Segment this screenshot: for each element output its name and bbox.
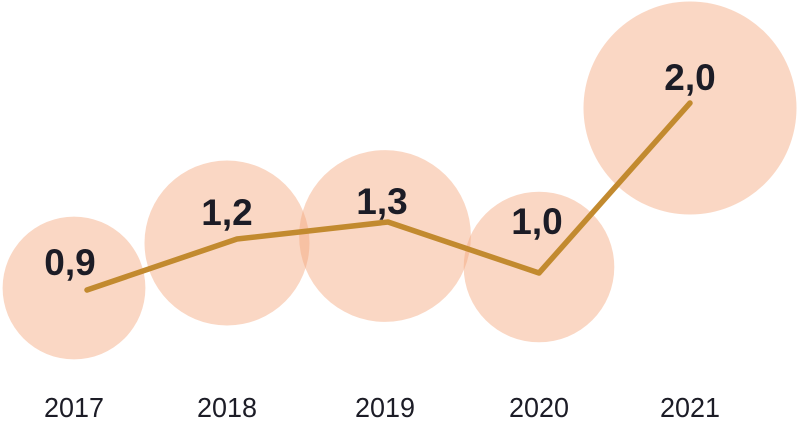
bubble-2017: [2, 216, 146, 360]
x-axis-label-2020: 2020: [509, 392, 569, 423]
value-label-2018: 1,2: [201, 192, 252, 233]
bubble-2019: [299, 150, 471, 322]
x-axis-label-2019: 2019: [355, 392, 415, 423]
bubble-2021: [583, 1, 797, 215]
x-axis-label-2017: 2017: [44, 392, 104, 423]
x-axis-label-2018: 2018: [197, 392, 257, 423]
value-label-2020: 1,0: [511, 201, 562, 242]
value-label-2021: 2,0: [664, 57, 715, 98]
trend-line: [84, 100, 693, 293]
value-label-2017: 0,9: [44, 242, 95, 283]
value-label-2019: 1,3: [356, 181, 407, 222]
x-axis-label-2021: 2021: [660, 392, 720, 423]
